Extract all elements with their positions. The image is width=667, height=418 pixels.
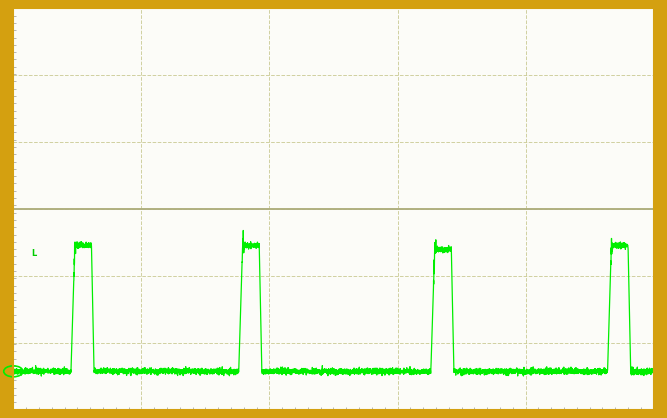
Text: ▼: ▼ <box>0 417 1 418</box>
Text: L: L <box>31 250 37 258</box>
